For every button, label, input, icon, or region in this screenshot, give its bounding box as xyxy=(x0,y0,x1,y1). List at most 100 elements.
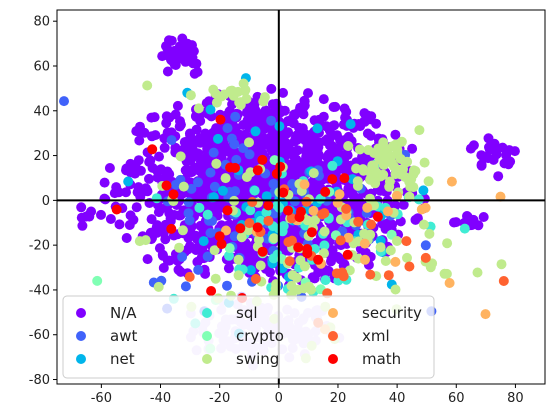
scatter-point-security xyxy=(390,256,401,267)
scatter-point-swing xyxy=(142,80,153,91)
scatter-point-awt xyxy=(205,228,216,238)
y-tick-label: -40 xyxy=(29,283,50,298)
scatter-point-sql xyxy=(151,193,162,204)
scatter-point-awt xyxy=(230,111,241,122)
scatter-point-swing xyxy=(269,233,279,244)
scatter-point-awt xyxy=(226,133,237,144)
scatter-point-math xyxy=(342,249,353,260)
scatter-point-xml xyxy=(365,269,376,280)
scatter-point-n-a xyxy=(187,140,198,151)
scatter-point-swing xyxy=(209,245,220,256)
scatter-point-xml xyxy=(247,197,258,207)
scatter-point-math xyxy=(111,204,122,215)
scatter-point-math xyxy=(271,168,282,179)
legend-label: awt xyxy=(110,327,137,345)
scatter-point-swing xyxy=(240,84,251,95)
scatter-point-xml xyxy=(404,261,415,272)
scatter-point-swing xyxy=(193,103,204,114)
legend-marker xyxy=(202,354,212,364)
scatter-point-n-a xyxy=(250,112,261,123)
scatter-point-xml xyxy=(401,236,412,247)
scatter-point-xml xyxy=(353,216,364,227)
scatter-point-n-a xyxy=(104,163,115,173)
scatter-point-security xyxy=(444,278,455,288)
scatter-point-n-a xyxy=(266,83,277,94)
scatter-point-n-a xyxy=(182,244,193,255)
scatter-point-net xyxy=(312,123,323,134)
y-tick-label: -80 xyxy=(29,373,50,388)
scatter-point-swing xyxy=(414,125,425,136)
scatter-point-n-a xyxy=(272,131,283,142)
scatter-point-swing xyxy=(177,225,188,236)
scatter-point-swing xyxy=(225,86,236,96)
scatter-point-xml xyxy=(184,271,195,282)
scatter-point-swing xyxy=(378,169,389,180)
scatter-point-net xyxy=(345,119,356,130)
scatter-point-math xyxy=(225,162,236,173)
scatter-point-n-a xyxy=(159,142,170,153)
scatter-point-n-a xyxy=(173,264,184,275)
scatter-point-n-a xyxy=(193,148,204,159)
scatter-point-n-a xyxy=(309,152,320,163)
scatter-point-n-a xyxy=(339,161,350,172)
scatter-point-swing xyxy=(185,90,196,101)
scatter-point-swing xyxy=(308,168,319,179)
scatter-point-n-a xyxy=(375,185,386,196)
scatter-point-swing xyxy=(387,141,398,152)
scatter-point-n-a xyxy=(313,267,324,278)
scatter-point-n-a xyxy=(152,220,163,231)
scatter-point-awt xyxy=(244,149,255,160)
scatter-point-n-a xyxy=(465,143,476,154)
x-tick-label: 60 xyxy=(448,391,465,406)
scatter-point-n-a xyxy=(295,166,306,177)
scatter-point-swing xyxy=(384,181,395,192)
scatter-point-n-a xyxy=(200,128,211,139)
scatter-point-sql xyxy=(319,240,330,251)
scatter-point-n-a xyxy=(171,51,182,62)
scatter-point-n-a xyxy=(76,202,87,213)
scatter-point-awt xyxy=(183,208,194,219)
x-tick-label: -20 xyxy=(209,391,230,406)
scatter-point-swing xyxy=(424,228,435,239)
scatter-point-awt xyxy=(209,181,220,192)
scatter-point-n-a xyxy=(303,88,313,99)
scatter-point-math xyxy=(278,187,289,198)
scatter-point-swing xyxy=(175,151,186,162)
scatter-point-n-a xyxy=(157,250,168,261)
scatter-point-math xyxy=(168,189,179,200)
scatter-point-n-a xyxy=(292,145,303,156)
scatter-point-sql xyxy=(320,275,331,286)
scatter-point-n-a xyxy=(190,230,201,241)
y-tick-label: -60 xyxy=(29,328,50,343)
scatter-point-n-a xyxy=(354,203,365,214)
scatter-point-n-a xyxy=(174,121,185,132)
scatter-point-math xyxy=(320,186,331,197)
scatter-point-swing xyxy=(354,144,365,155)
scatter-point-awt xyxy=(208,147,219,158)
scatter-point-swing xyxy=(299,261,310,272)
scatter-point-n-a xyxy=(161,118,172,129)
scatter-point-sql xyxy=(277,226,288,237)
scatter-point-sql xyxy=(249,185,260,196)
scatter-point-security xyxy=(299,179,310,190)
scatter-point-math xyxy=(283,205,294,216)
scatter-point-math xyxy=(252,222,263,233)
legend-marker xyxy=(202,308,212,318)
legend-label: security xyxy=(362,304,422,322)
scatter-point-awt xyxy=(266,115,277,126)
scatter-point-n-a xyxy=(308,178,319,189)
scatter-point-n-a xyxy=(261,134,272,145)
scatter-point-n-a xyxy=(77,220,88,231)
scatter-point-swing xyxy=(425,262,436,273)
scatter-point-swing xyxy=(496,259,507,270)
scatter-point-math xyxy=(257,246,268,257)
scatter-point-n-a xyxy=(223,263,234,274)
scatter-point-xml xyxy=(341,203,352,214)
scatter-point-swing xyxy=(404,191,415,202)
scatter-point-awt xyxy=(205,167,216,178)
scatter-point-n-a xyxy=(134,135,145,146)
scatter-point-n-a xyxy=(121,187,131,198)
scatter-point-n-a xyxy=(339,103,350,114)
scatter-point-sql xyxy=(224,250,234,261)
scatter-point-n-a xyxy=(216,142,227,153)
